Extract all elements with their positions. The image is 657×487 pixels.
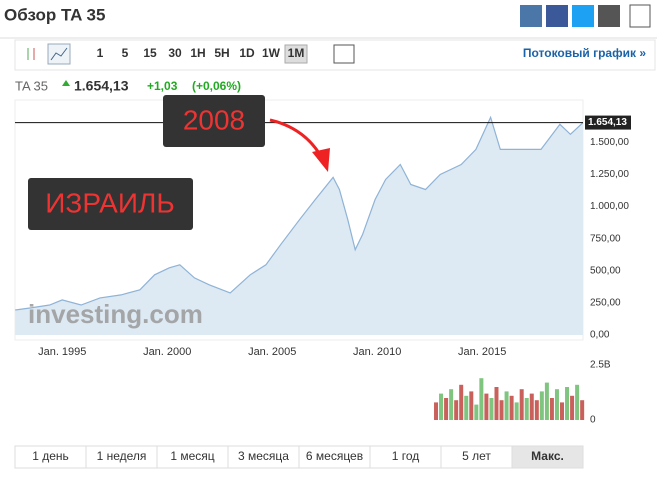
volume-bar (489, 398, 494, 420)
quote-symbol: TA 35 (15, 78, 48, 93)
annotation-2008: 2008 (183, 104, 245, 135)
y-tick-label: 0 (590, 415, 596, 426)
active-interval (284, 44, 308, 64)
streaming-link[interactable]: Потоковый график » (523, 46, 646, 60)
volume-bar (499, 400, 504, 420)
interval-button[interactable]: 1W (262, 46, 281, 60)
mail-icon[interactable] (598, 5, 620, 27)
y-tick-label: 1.250,00 (590, 169, 629, 180)
page-title: Обзор TA 35 (4, 5, 105, 24)
interval-button[interactable]: 15 (143, 46, 157, 60)
annotation-box (28, 178, 193, 230)
interval-button[interactable]: 5 (122, 46, 129, 60)
annotation-box (163, 95, 265, 147)
volume-bar (509, 395, 514, 420)
price-area (15, 117, 583, 335)
volume-bar (439, 393, 444, 420)
range-label[interactable]: 1 месяц (170, 449, 214, 463)
volume-bar (565, 387, 570, 420)
volume-bar (544, 382, 549, 420)
twitter-icon[interactable] (572, 5, 594, 27)
volume-bar (534, 400, 539, 420)
y-tick-label: 1.000,00 (590, 201, 629, 212)
facebook-icon[interactable] (546, 5, 568, 27)
quote-price: 1.654,13 (74, 78, 129, 94)
volume-bar (434, 402, 439, 420)
arrow-head (312, 148, 330, 172)
volume-bar (449, 389, 454, 420)
print-icon[interactable] (629, 4, 651, 28)
x-tick-label: Jan, 2015 (458, 346, 506, 358)
price-line (15, 115, 584, 311)
range-label[interactable]: 6 месяцев (306, 449, 363, 463)
x-tick-label: Jan, 2000 (143, 346, 191, 358)
volume-bar (519, 389, 524, 420)
x-tick-label: Jan, 2010 (353, 346, 401, 358)
y-tick-label: 500,00 (590, 265, 621, 276)
plot: investing.com 0,00 250,00 500,00 750,00 1.000… (14, 95, 631, 430)
volume-bar (484, 393, 489, 420)
range-label[interactable]: 1 неделя (97, 449, 147, 463)
range-label[interactable]: 5 лет (462, 449, 491, 463)
interval-button[interactable]: 1H (190, 46, 205, 60)
volume-bar (554, 389, 559, 420)
volume-bar (459, 384, 464, 420)
volume-bar (575, 384, 580, 420)
volume-bar (469, 391, 474, 420)
interval-button[interactable]: 5H (214, 46, 229, 60)
up-arrow (62, 80, 70, 86)
range-label[interactable]: 1 день (32, 449, 69, 463)
y-tick-label: 1.500,00 (590, 137, 629, 148)
x-tick-label: Jan, 1995 (38, 346, 86, 358)
volume-bar (494, 387, 499, 420)
volume-bar (504, 391, 509, 420)
annotation-israel: ИЗРАИЛЬ (45, 187, 174, 218)
volume-bar (529, 393, 534, 420)
icon-line (50, 47, 68, 61)
y-tick-label: 250,00 (590, 298, 621, 309)
volume-bar (454, 400, 459, 420)
range-button[interactable] (511, 445, 584, 469)
range-label[interactable]: 3 месяца (238, 449, 289, 463)
current-price-label: 1.654,13 (588, 117, 627, 128)
candle-icon[interactable] (23, 45, 41, 63)
y-tick-label: 0,00 (590, 330, 610, 341)
interval-button[interactable]: 1D (239, 46, 255, 60)
vk-icon[interactable] (520, 5, 542, 27)
current-price-box (585, 115, 631, 130)
volume-bar (549, 398, 554, 420)
x-tick-label: Jan, 2005 (248, 346, 296, 358)
range-label[interactable]: 1 год (392, 449, 420, 463)
settings-icon[interactable] (333, 44, 355, 64)
range-label[interactable]: Макс. (531, 449, 564, 463)
volume-bar (514, 402, 519, 420)
area-icon[interactable] (47, 43, 71, 65)
interval-button[interactable]: 1 (97, 46, 104, 60)
range-buttons: 1 день 1 неделя 1 месяц 3 месяца 6 месяцев 1 … (14, 445, 584, 469)
volume-bar (580, 400, 585, 420)
volume-bar (560, 402, 565, 420)
volume-bar (464, 395, 469, 420)
interval-button[interactable]: 1M (288, 46, 305, 60)
volume-bar (539, 391, 544, 420)
quote-change: +1,03 (147, 79, 178, 93)
volume-bar (479, 378, 484, 420)
y-tick-label: 2.5B (590, 360, 611, 371)
volume-bar (524, 398, 529, 420)
quote-change-percent: (+0,06%) (192, 79, 241, 93)
y-tick-label: 750,00 (590, 233, 621, 244)
volume-bar (570, 395, 575, 420)
interval-button[interactable]: 30 (168, 46, 182, 60)
volume-bar (444, 398, 449, 420)
volume-bar (474, 404, 479, 420)
watermark: investing.com (28, 299, 203, 329)
